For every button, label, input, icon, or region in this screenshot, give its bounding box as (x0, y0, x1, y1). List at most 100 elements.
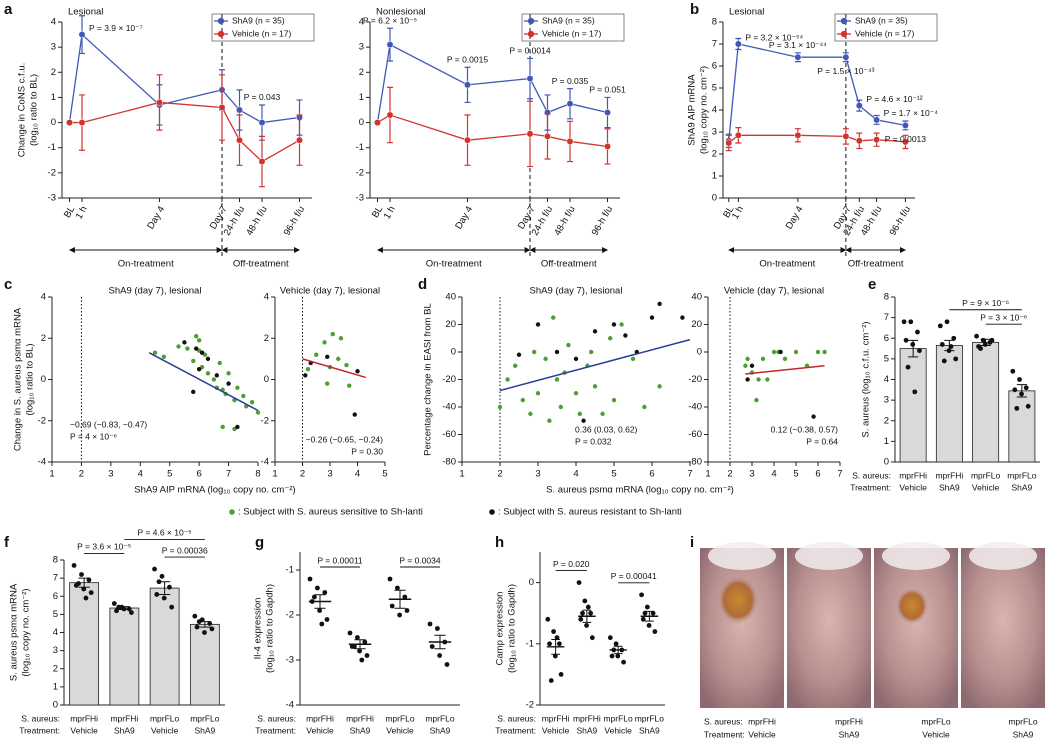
data-point (749, 363, 755, 368)
x-tick-label: 3 (108, 469, 113, 480)
data-point (209, 626, 215, 632)
data-point (258, 119, 266, 127)
y-tick-label: 2 (53, 663, 58, 674)
y-tick-label: 7 (712, 39, 717, 50)
data-point (355, 635, 360, 640)
data-point (1023, 385, 1029, 391)
panel-label: f (4, 534, 10, 551)
photo-label: Vehicle (748, 729, 776, 739)
photo (700, 548, 784, 708)
fit-line (148, 352, 259, 412)
p-value: P = 3.2 × 10⁻⁵⁴ (745, 32, 803, 42)
data-point (558, 672, 564, 677)
fit-line (302, 358, 366, 379)
y-tick-label: 4 (51, 17, 56, 28)
y-tick-label: 1 (884, 436, 889, 447)
photo (787, 548, 871, 708)
x-tick-label: ShA9 (350, 725, 371, 735)
data-point (554, 377, 560, 382)
data-point (611, 322, 617, 327)
x-tick-label: 2 (727, 469, 732, 480)
data-point (528, 411, 533, 417)
data-point (359, 657, 365, 663)
data-point (908, 319, 914, 325)
data-point (402, 594, 408, 600)
y-tick-label: -1 (286, 565, 294, 576)
x-tick-label: 1 (49, 469, 54, 480)
data-point (513, 363, 518, 368)
y-tick-label: 8 (884, 292, 889, 303)
legend-box (834, 13, 938, 42)
data-point (551, 629, 556, 634)
data-point (344, 362, 349, 368)
data-point (66, 119, 73, 127)
x-tick-label: ShA9 (639, 725, 660, 735)
error-bar (158, 581, 171, 595)
x-tick-label: Vehicle (899, 482, 927, 492)
data-point (258, 158, 266, 165)
y-axis-label: Il-4 expression (253, 598, 264, 660)
y-tick-label: -3 (48, 193, 56, 204)
data-point (437, 653, 442, 658)
stat-label: P = 0.30 (351, 446, 383, 456)
y-tick-label: 2 (264, 333, 269, 344)
y-axis-label: (log₁₀ ratio to Gapdh) (265, 584, 276, 673)
y-axis-label: Percentage change in EASI from BL (423, 303, 434, 456)
y-tick-label: -60 (442, 429, 456, 440)
data-point (81, 586, 87, 592)
x-tick-label: Vehicle (386, 725, 414, 735)
y-tick-label: -1 (356, 142, 364, 153)
legend-label: ShA9 (n = 35) (542, 15, 595, 25)
x-tick-label: 48-h f/u (552, 204, 578, 237)
stat-label: P = 4 × 10⁻⁶ (70, 431, 117, 441)
data-point (325, 381, 330, 386)
data-point (815, 349, 821, 355)
x-tick-label: 48-h f/u (244, 204, 270, 237)
error-bar (551, 639, 560, 655)
bar (1008, 390, 1036, 463)
data-point (535, 322, 541, 327)
phase-label: On-treatment (426, 259, 482, 270)
y-tick-label: 2 (359, 67, 364, 78)
y-tick-label: 1 (712, 171, 717, 182)
row-label: S. aureus: (21, 713, 60, 723)
data-point (235, 424, 240, 430)
error-bar (944, 339, 955, 352)
y-tick-label: 2 (51, 67, 56, 78)
data-point (576, 580, 582, 585)
data-point (842, 132, 850, 140)
data-point (743, 363, 748, 368)
data-point (314, 352, 319, 357)
data-point (317, 608, 322, 613)
data-point (338, 336, 344, 341)
data-point (644, 604, 650, 610)
data-point (939, 342, 945, 347)
data-point (842, 53, 850, 61)
chart-title: ShA9 (day 7), lesional (530, 286, 623, 297)
chart-title: Lesional (68, 7, 103, 18)
data-point (640, 616, 646, 622)
p-value: P = 0.00041 (611, 571, 657, 581)
data-point (611, 397, 617, 403)
data-point (387, 576, 393, 582)
data-point (577, 411, 582, 417)
data-point (386, 111, 394, 119)
y-tick-label: 2 (41, 333, 46, 344)
error-bar (354, 639, 366, 650)
legend-marker (840, 30, 848, 38)
y-tick-label: 20 (691, 319, 702, 330)
x-tick-label: ShA9 (194, 725, 215, 735)
data-point (652, 629, 658, 634)
data-point (303, 373, 308, 378)
stat-label: P = 0.64 (806, 436, 838, 446)
p-value: P = 4.6 × 10⁻⁵ (138, 528, 192, 538)
data-point (1010, 368, 1016, 374)
data-point (822, 349, 827, 355)
stat-label: −0.26 (−0.65, −0.24) (306, 434, 383, 444)
legend-label: ShA9 (n = 35) (855, 15, 908, 25)
data-point (545, 616, 551, 622)
y-tick-label: 6 (712, 61, 717, 72)
p-value: P = 0.00036 (162, 545, 208, 555)
photo (961, 548, 1045, 708)
data-point (646, 623, 652, 628)
